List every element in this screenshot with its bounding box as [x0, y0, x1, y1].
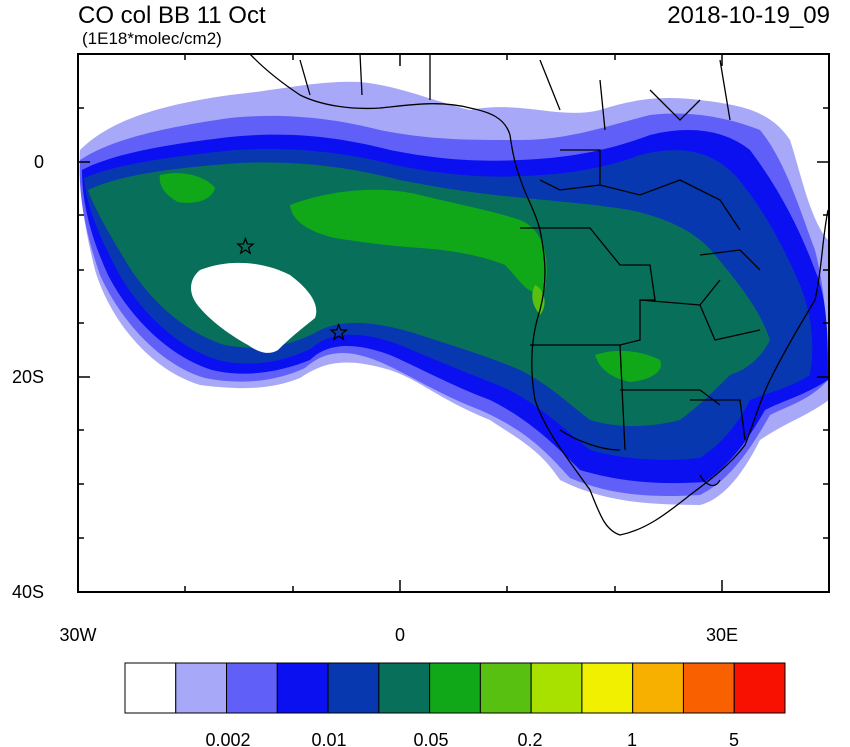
plume-patch-green-1	[290, 189, 547, 293]
border-4	[559, 399, 746, 487]
axis-ticks	[78, 54, 829, 592]
plume-patch-green-3	[595, 350, 661, 382]
colorbar-swatch	[479, 662, 532, 714]
plume-patch-green-2	[159, 173, 215, 203]
colorbar-swatch	[378, 662, 431, 714]
x-tick-label: 30W	[59, 625, 96, 645]
colorbar-labels: 0.002 0.01 0.05 0.2 1 5	[205, 730, 739, 747]
y-tick-label: 20S	[12, 367, 44, 387]
units-label: (1E18*molec/cm2)	[82, 29, 222, 48]
colorbar-label: 1	[627, 730, 637, 747]
plume-swirl-hole	[191, 262, 317, 353]
x-tick-label: 0	[395, 625, 405, 645]
colorbar-swatch	[175, 662, 228, 714]
colorbar-swatch	[581, 662, 634, 714]
star-marker	[329, 322, 349, 341]
map-title: CO col BB 11 Oct	[78, 2, 266, 29]
colorbar-label: 0.2	[517, 730, 542, 747]
y-tick-label: 0	[34, 152, 44, 172]
colorbar-swatch	[429, 662, 481, 714]
africa-coastline	[249, 54, 829, 536]
colorbar	[124, 662, 786, 714]
coastline-borders	[249, 54, 829, 536]
datetime-label: 2018-10-19_09	[667, 2, 830, 29]
co-plume-field	[79, 81, 829, 506]
border-2	[619, 279, 761, 451]
station-markers	[236, 236, 349, 341]
colorbar-swatch	[733, 662, 786, 714]
star-marker	[236, 236, 255, 255]
colorbar-swatch	[327, 662, 380, 714]
border-1	[520, 227, 656, 346]
border-3	[539, 149, 761, 271]
colorbar-swatch	[632, 662, 684, 714]
colorbar-swatch	[530, 662, 583, 714]
colorbar-label: 0.05	[413, 730, 448, 747]
border-5	[299, 54, 731, 131]
colorbar-label: 0.002	[205, 730, 250, 747]
colorbar-swatch	[124, 662, 177, 714]
tick-labels: 0 20S 40S 30W 0 30E	[12, 152, 738, 645]
y-tick-label: 40S	[12, 582, 44, 602]
colorbar-swatch	[226, 662, 278, 714]
plume-patch-green-4	[532, 285, 545, 315]
x-tick-label: 30E	[706, 625, 738, 645]
colorbar-label: 0.01	[311, 730, 346, 747]
colorbar-swatch	[682, 662, 735, 714]
colorbar-label: 5	[729, 730, 739, 747]
colorbar-swatch	[276, 662, 329, 714]
